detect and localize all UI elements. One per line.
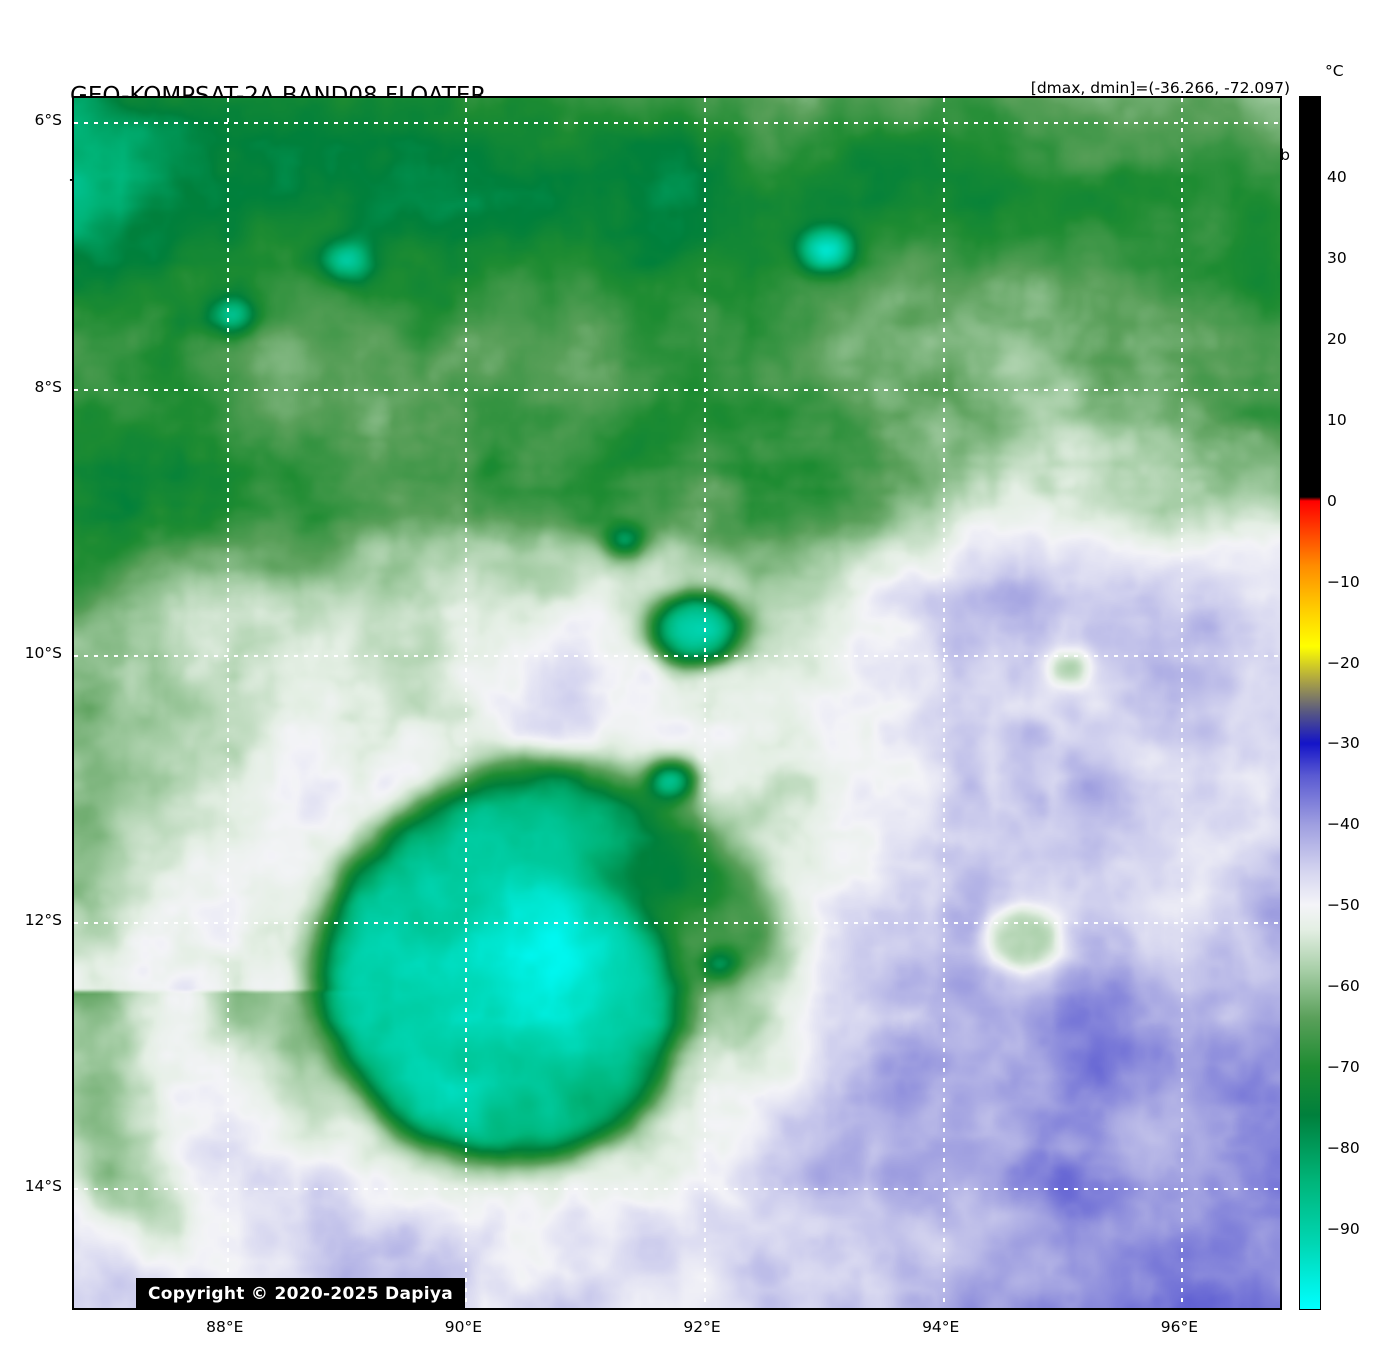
colorbar-tick-label: −60: [1327, 977, 1360, 996]
satellite-image-plot[interactable]: Copyright © 2020-2025 Dapiya: [72, 96, 1282, 1310]
y-axis-tick-label: 8°S: [34, 377, 62, 396]
y-axis-tick-label: 10°S: [24, 644, 62, 663]
colorbar-tick-label: −70: [1327, 1058, 1360, 1077]
colorbar-tick-label: −80: [1327, 1139, 1360, 1158]
colorbar-gradient: [1300, 97, 1320, 1309]
colorbar-tick-label: 20: [1327, 329, 1347, 348]
colorbar-unit-label: °C: [1325, 62, 1344, 80]
colorbar-tick-label: 40: [1327, 167, 1347, 186]
copyright-watermark: Copyright © 2020-2025 Dapiya: [136, 1278, 465, 1308]
y-axis-tick-label: 6°S: [34, 110, 62, 129]
colorbar-tick-label: −20: [1327, 653, 1360, 672]
colorbar-tick-label: −30: [1327, 734, 1360, 753]
x-axis-tick-label: 90°E: [444, 1318, 483, 1336]
colorbar-tick-label: −40: [1327, 815, 1360, 834]
data-range-label: [dmax, dmin]=(-36.266, -72.097): [1030, 78, 1290, 97]
satellite-infrared-canvas: [74, 98, 1280, 1308]
y-axis-tick-label: 12°S: [24, 910, 62, 929]
colorbar-tick-label: 30: [1327, 248, 1347, 267]
x-axis-tick-label: 94°E: [922, 1318, 960, 1336]
x-axis-tick-label: 92°E: [683, 1318, 721, 1336]
x-axis-tick-label: 88°E: [206, 1318, 244, 1336]
y-axis-tick-label: 14°S: [24, 1177, 62, 1196]
colorbar-tick-label: −50: [1327, 896, 1360, 915]
x-axis-tick-label: 96°E: [1160, 1318, 1199, 1336]
colorbar-tick-label: 10: [1327, 410, 1347, 429]
colorbar-tick-label: 0: [1327, 491, 1337, 510]
colorbar: [1299, 96, 1321, 1310]
colorbar-tick-label: −90: [1327, 1220, 1360, 1239]
colorbar-tick-label: −10: [1327, 572, 1360, 591]
